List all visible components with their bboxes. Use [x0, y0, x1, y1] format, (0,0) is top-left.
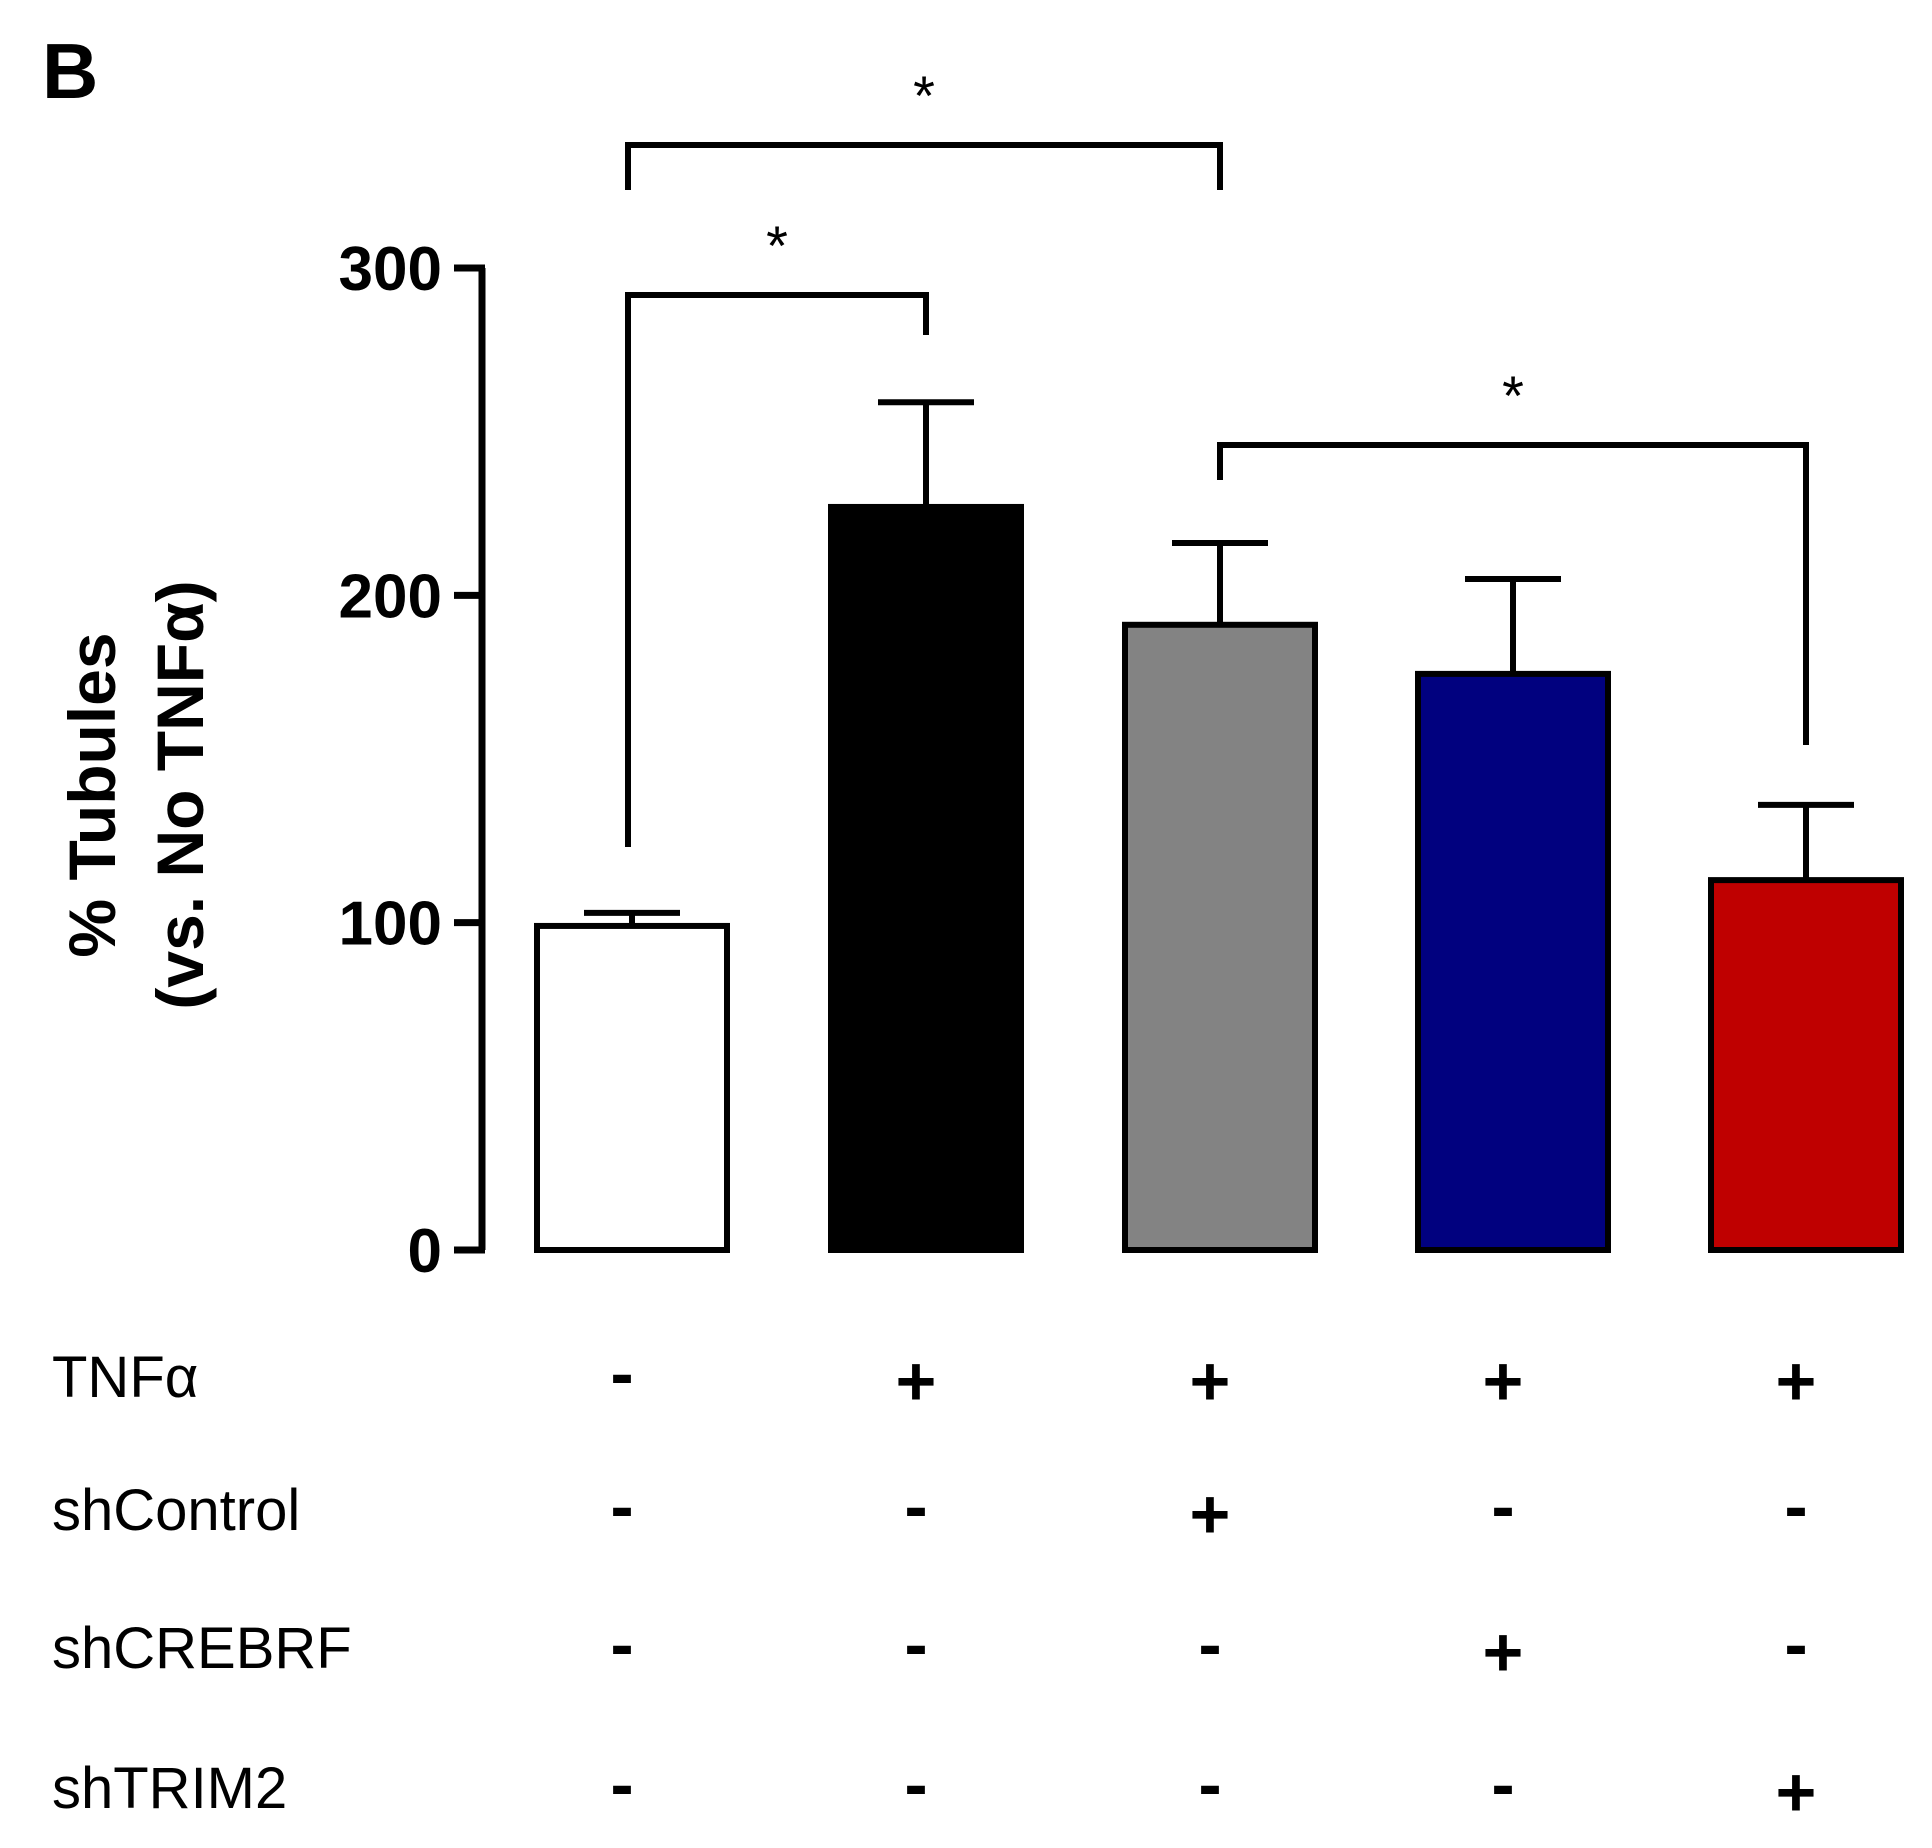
y-tick-label: 100 — [339, 890, 442, 959]
condition-minus: - — [904, 1745, 927, 1823]
y-tick-label: 300 — [339, 235, 442, 304]
condition-minus: - — [610, 1334, 633, 1412]
significance-marker: * — [766, 214, 788, 277]
panel-label: B — [42, 27, 98, 115]
y-axis-title: % Tubules (vs. No TNFα) — [55, 580, 217, 1009]
y-axis-title-line-2: (vs. No TNFα) — [143, 580, 217, 1009]
bar — [1122, 621, 1318, 1253]
condition-minus: - — [1784, 1605, 1807, 1683]
condition-label: shControl — [52, 1478, 300, 1543]
condition-plus: + — [1776, 1342, 1817, 1420]
condition-plus: + — [1190, 1342, 1231, 1420]
y-axis: 0 100 200 300 — [339, 235, 486, 1286]
condition-minus: - — [610, 1745, 633, 1823]
y-axis-title-line-1: % Tubules — [55, 632, 129, 957]
condition-minus: - — [1198, 1605, 1221, 1683]
condition-plus: + — [896, 1342, 937, 1420]
condition-minus: - — [904, 1605, 927, 1683]
condition-table: TNFα - + + + + shControl - - + - - shCREBRF - - - + - shTR… — [52, 1334, 1816, 1831]
bar — [534, 922, 730, 1253]
condition-label: shTRIM2 — [52, 1756, 287, 1821]
condition-minus: - — [1198, 1745, 1221, 1823]
condition-minus: - — [610, 1467, 633, 1545]
condition-plus: + — [1190, 1475, 1231, 1553]
condition-minus: - — [1491, 1467, 1514, 1545]
significance-marker: * — [913, 64, 935, 127]
condition-label: shCREBRF — [52, 1616, 352, 1681]
significance-bracket — [625, 292, 929, 847]
bar — [1415, 670, 1611, 1253]
significance-brackets: * * * — [625, 64, 1809, 847]
y-tick-label: 0 — [408, 1217, 442, 1286]
condition-plus: + — [1776, 1753, 1817, 1831]
condition-minus: - — [1784, 1467, 1807, 1545]
significance-marker: * — [1502, 364, 1524, 427]
significance-bracket — [1217, 442, 1809, 745]
condition-label: TNFα — [52, 1345, 198, 1410]
significance-bracket — [625, 142, 1223, 190]
y-tick-label: 200 — [339, 562, 442, 631]
condition-minus: - — [610, 1605, 633, 1683]
bar — [1708, 877, 1904, 1253]
condition-minus: - — [904, 1467, 927, 1545]
condition-plus: + — [1483, 1342, 1524, 1420]
condition-minus: - — [1491, 1745, 1514, 1823]
condition-plus: + — [1483, 1613, 1524, 1691]
bar — [828, 503, 1024, 1254]
bars — [534, 503, 1904, 1254]
error-bars — [584, 399, 1854, 926]
